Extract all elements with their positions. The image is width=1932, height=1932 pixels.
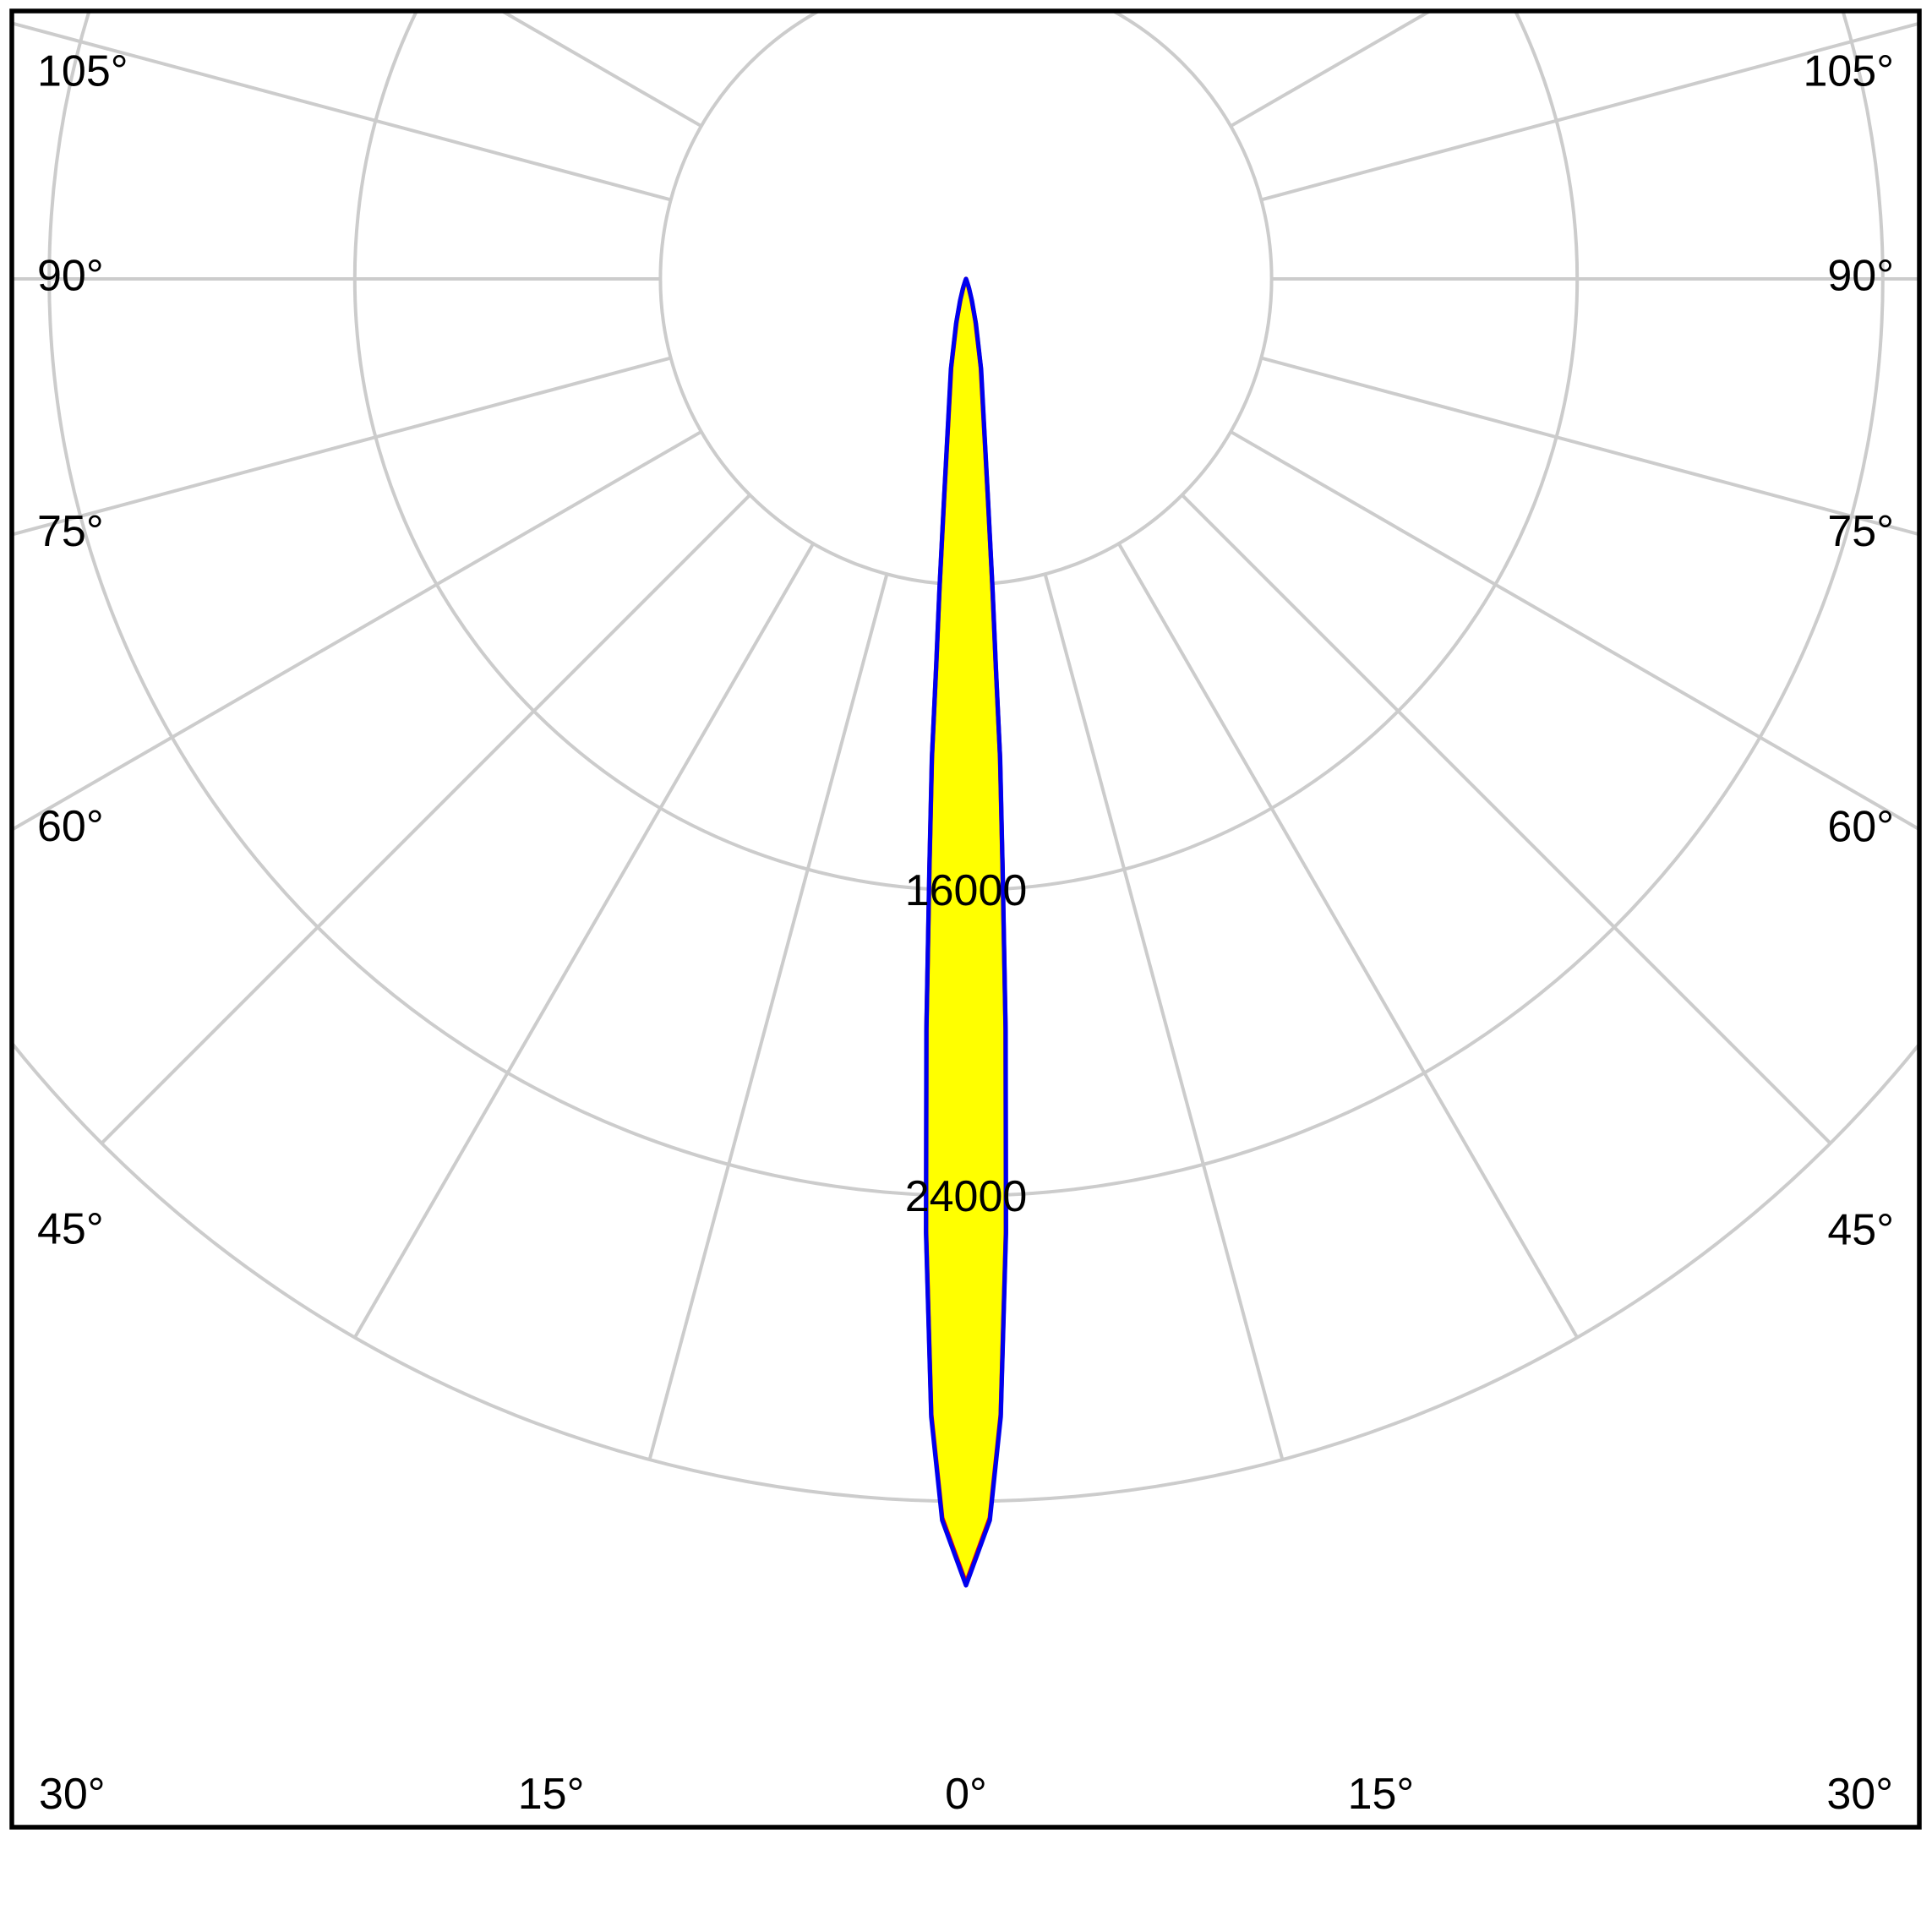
svg-text:0°: 0° [945,1770,987,1819]
svg-text:24000: 24000 [905,1172,1028,1221]
svg-text:105°: 105° [1803,47,1894,96]
svg-text:15°: 15° [1348,1770,1415,1819]
svg-text:90°: 90° [37,252,104,301]
svg-text:75°: 75° [1827,507,1894,556]
svg-text:15°: 15° [518,1770,585,1819]
svg-text:105°: 105° [37,47,128,96]
svg-text:60°: 60° [37,802,104,851]
svg-text:90°: 90° [1827,252,1894,301]
svg-text:16000: 16000 [905,866,1028,915]
svg-text:60°: 60° [1827,803,1894,852]
svg-text:45°: 45° [1827,1206,1894,1255]
svg-text:75°: 75° [37,507,104,556]
svg-text:30°: 30° [39,1770,106,1819]
svg-text:30°: 30° [1826,1770,1893,1819]
svg-text:45°: 45° [37,1205,104,1254]
